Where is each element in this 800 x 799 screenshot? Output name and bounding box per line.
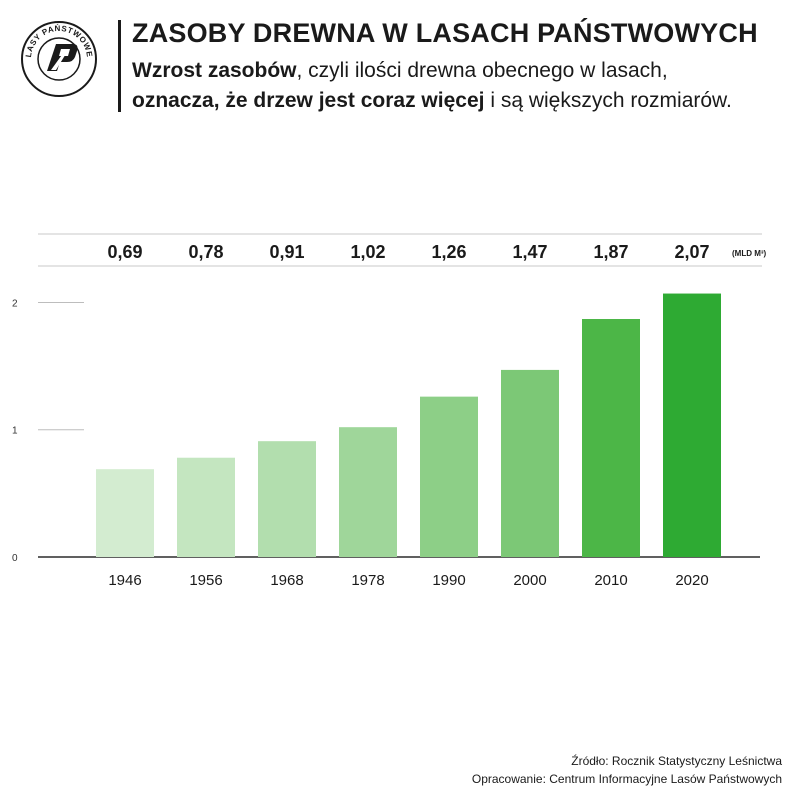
bar-1946 [96,469,154,557]
bar-1978 [339,427,397,557]
x-label-2020: 2020 [675,572,708,589]
page-title: ZASOBY DREWNA W LASACH PAŃSTWOWYCH [132,18,758,48]
subtitle-line1-bold: Wzrost zasobów [132,59,297,82]
x-label-1956: 1956 [189,572,222,589]
value-label-band [38,233,762,267]
bar-1968 [258,441,316,557]
subtitle-line1-rest: , czyli ilości drewna obecnego w lasach, [296,59,668,82]
value-labels: 0,69 0,78 0,91 1,02 1,26 1,47 1,87 2,07 (MLD M³) [107,242,766,262]
credit-text: Opracowanie: Centrum Informacyjne Lasów … [471,772,782,786]
source-text: Źródło: Rocznik Statystyczny Leśnictwa [571,754,782,768]
value-label-1956: 0,78 [188,242,223,262]
value-label-1978: 1,02 [350,242,385,262]
y-tick-label: 1 [12,426,18,437]
unit-label: (MLD M³) [732,249,767,258]
bar-1990 [420,396,478,557]
page-subtitle: Wzrost zasobów, czyli ilości drewna obec… [132,56,732,116]
lasy-panstwowe-emblem-icon [47,44,78,71]
bar-chart: 0 1 2 1946 1956 1968 1978 1990 2000 2010 2020 0,6… [12,233,767,589]
x-label-2010: 2010 [594,572,627,589]
bar-2020 [663,293,721,557]
subtitle-line2-rest: i są większych rozmiarów. [484,89,732,112]
value-label-2020: 2,07 [674,242,709,262]
value-label-1946: 0,69 [107,242,142,262]
title-accent-bar [118,20,121,112]
value-label-1968: 0,91 [269,242,304,262]
x-label-1946: 1946 [108,572,141,589]
footer: Źródło: Rocznik Statystyczny Leśnictwa O… [472,752,782,788]
value-label-1990: 1,26 [431,242,466,262]
bar-2010 [582,319,640,557]
x-label-1968: 1968 [270,572,303,589]
y-tick-label: 0 [12,553,18,564]
x-label-1990: 1990 [432,572,465,589]
bar-1956 [177,457,235,557]
value-label-2010: 1,87 [593,242,628,262]
y-tick-label: 2 [12,298,18,309]
x-label-2000: 2000 [513,572,546,589]
x-label-1978: 1978 [351,572,384,589]
bars-group [96,293,721,557]
x-axis-labels: 1946 1956 1968 1978 1990 2000 2010 2020 [108,572,708,589]
lasy-panstwowe-logo: LASY PAŃSTWOWE [21,21,97,97]
subtitle-line2-bold: oznacza, że drzew jest coraz więcej [132,89,485,112]
bar-2000 [501,369,559,557]
value-label-2000: 1,47 [512,242,547,262]
